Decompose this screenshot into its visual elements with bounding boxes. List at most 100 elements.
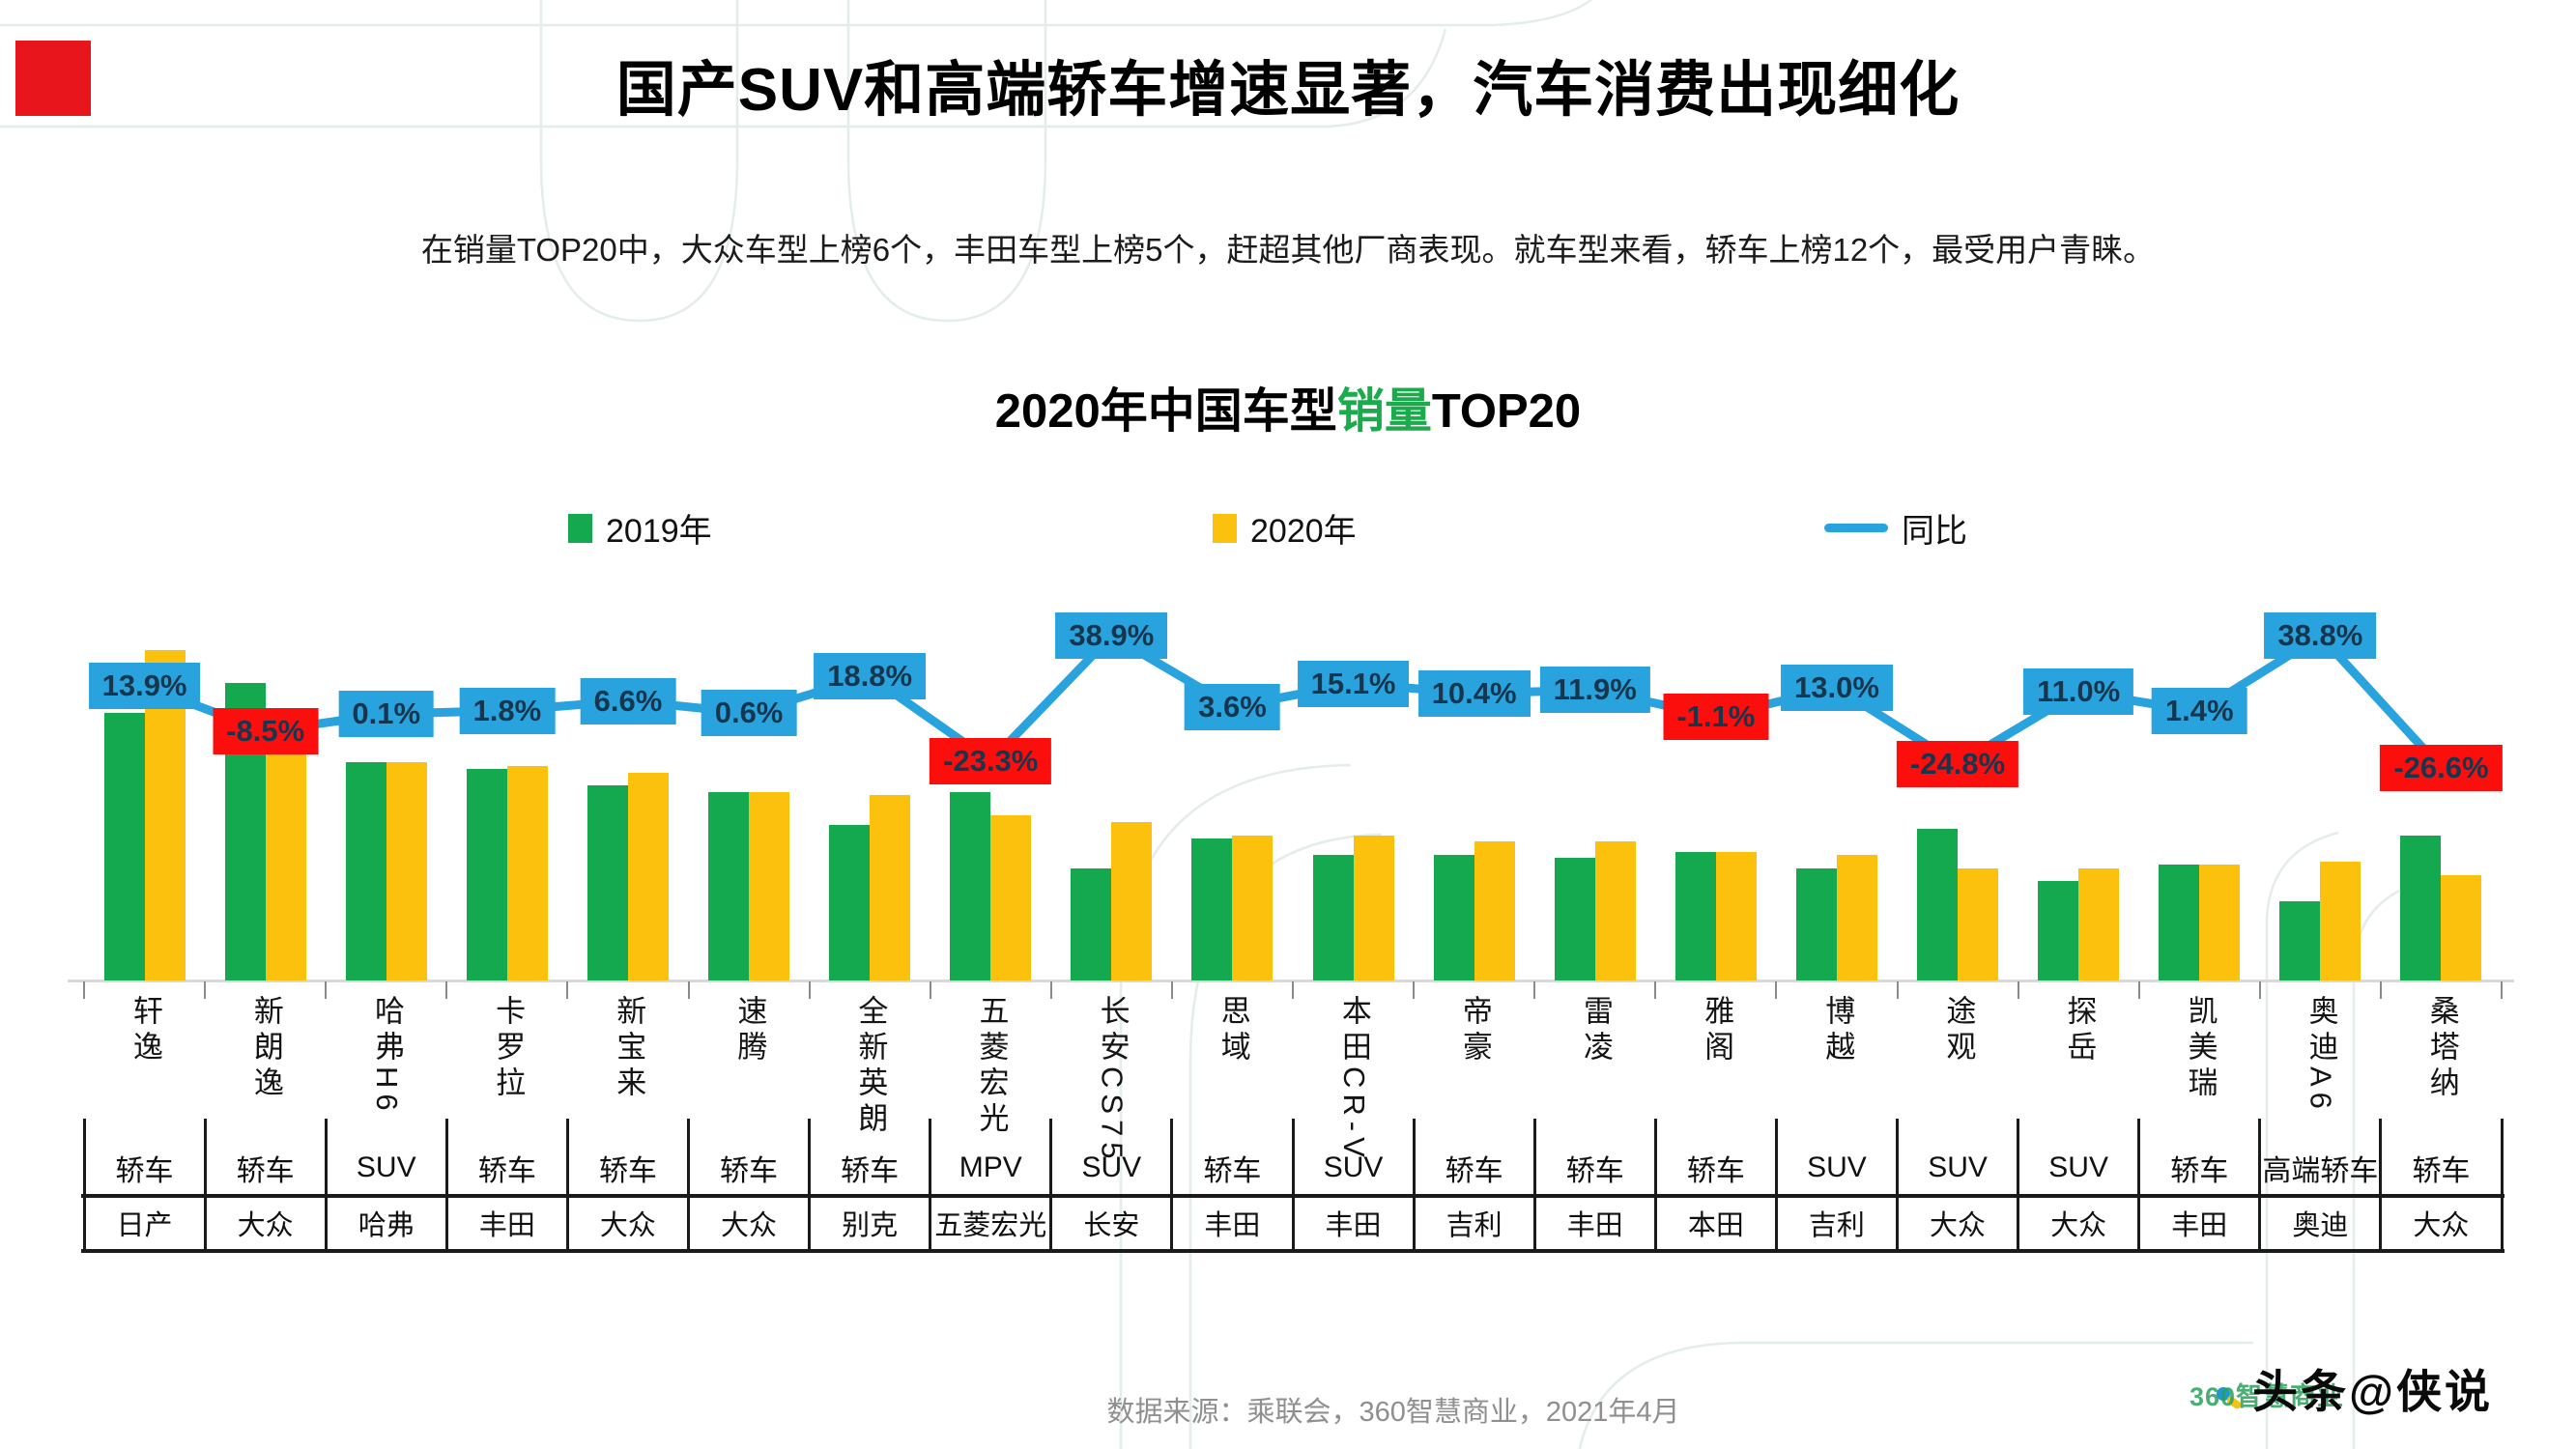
- type-cell-思域: 轿车: [1203, 1154, 1262, 1187]
- bar-2019-桑塔纳: [2400, 835, 2442, 980]
- yoy-label-全新英朗: 18.8%: [814, 653, 927, 699]
- bar-2019-速腾: [708, 792, 750, 980]
- x-axis-tick: [687, 981, 690, 999]
- table-vertical-border: [1412, 1119, 1416, 1250]
- chart-title-prefix: 2020年中国车型: [994, 385, 1337, 438]
- bar-2020-凯美瑞: [2199, 865, 2241, 980]
- type-cell-长安CS75: SUV: [1081, 1151, 1142, 1183]
- bar-2019-探岳: [2038, 881, 2079, 980]
- yoy-label-速腾: 0.6%: [701, 690, 797, 737]
- bar-2020-五菱宏光: [990, 815, 1032, 980]
- bar-2020-帝豪: [1474, 841, 1515, 980]
- bar-2020-途观: [1958, 867, 1999, 980]
- brand-cell-速腾: 大众: [721, 1209, 778, 1241]
- bar-2019-奥迪A6: [2279, 900, 2321, 980]
- category-label-速腾: 速腾: [732, 995, 767, 1066]
- table-vertical-border: [808, 1119, 812, 1250]
- type-cell-新朗逸: 轿车: [236, 1154, 295, 1187]
- category-label-探岳: 探岳: [2062, 995, 2097, 1066]
- yoy-label-探岳: 11.0%: [2023, 668, 2134, 716]
- category-label-雅阁: 雅阁: [1700, 995, 1734, 1066]
- legend-item-yoy: 同比: [1824, 504, 1967, 552]
- bar-2019-雷凌: [1554, 858, 1595, 980]
- brand-cell-新朗逸: 大众: [237, 1209, 294, 1241]
- brand-cell-雷凌: 丰田: [1566, 1209, 1623, 1241]
- table-vertical-border: [2379, 1119, 2383, 1250]
- brand-cell-帝豪: 吉利: [1445, 1209, 1503, 1241]
- type-cell-全新英朗: 轿车: [841, 1154, 900, 1187]
- bar-2020-雷凌: [1594, 841, 1636, 980]
- legend-item-2020: 2020年: [1213, 504, 1357, 552]
- x-axis-tick: [2258, 981, 2261, 999]
- x-axis-tick: [2501, 981, 2503, 999]
- bar-2019-帝豪: [1433, 855, 1474, 980]
- category-label-帝豪: 帝豪: [1457, 995, 1492, 1066]
- bar-2020-奥迪A6: [2320, 861, 2361, 980]
- type-cell-本田CR-V: SUV: [1323, 1151, 1384, 1183]
- x-axis-tick: [83, 981, 85, 999]
- type-cell-博越: SUV: [1807, 1151, 1867, 1183]
- bar-2019-卡罗拉: [466, 769, 507, 980]
- table-vertical-border: [2017, 1119, 2020, 1250]
- brand-cell-途观: 大众: [1930, 1209, 1987, 1241]
- bar-2020-哈弗H6: [386, 762, 427, 980]
- bar-2019-新宝来: [587, 785, 628, 980]
- brand-cell-博越: 吉利: [1808, 1209, 1865, 1241]
- bar-2020-探岳: [2078, 867, 2120, 980]
- x-axis-tick: [325, 981, 328, 999]
- yoy-label-本田CR-V: 15.1%: [1297, 660, 1410, 707]
- category-label-全新英朗: 全新英朗: [853, 995, 888, 1138]
- bar-2019-五菱宏光: [950, 792, 991, 980]
- type-cell-帝豪: 轿车: [1445, 1154, 1503, 1187]
- x-axis-tick: [1413, 981, 1416, 999]
- table-vertical-border: [687, 1119, 690, 1250]
- brand-cell-桑塔纳: 大众: [2413, 1209, 2470, 1241]
- category-label-奥迪A6: 奥迪A6: [2304, 995, 2338, 1115]
- chart-title-suffix: TOP20: [1431, 385, 1582, 438]
- bar-2019-长安CS75: [1071, 867, 1112, 980]
- brand-cell-卡罗拉: 丰田: [478, 1209, 535, 1241]
- category-label-博越: 博越: [1820, 995, 1855, 1066]
- table-vertical-border: [1049, 1119, 1053, 1250]
- type-cell-途观: SUV: [1928, 1151, 1988, 1183]
- category-label-新朗逸: 新朗逸: [248, 995, 283, 1102]
- bar-2019-哈弗H6: [345, 762, 386, 980]
- yoy-label-凯美瑞: 1.4%: [2151, 688, 2247, 735]
- x-axis-tick: [929, 981, 931, 999]
- bar-2019-轩逸: [103, 712, 145, 980]
- chart-title-highlight: 销量: [1336, 385, 1432, 438]
- bar-2020-雅阁: [1715, 851, 1757, 980]
- category-label-长安CS75: 长安CS75: [1095, 995, 1130, 1165]
- bar-2020-卡罗拉: [506, 765, 548, 980]
- yoy-label-奥迪A6: 38.8%: [2264, 612, 2377, 660]
- table-vertical-border: [2500, 1119, 2504, 1250]
- brand-cell-长安CS75: 长安: [1083, 1209, 1140, 1241]
- chart-title: 2020年中国车型销量TOP20: [0, 373, 2576, 441]
- bar-2019-雅阁: [1674, 851, 1716, 980]
- x-axis-tick: [1049, 981, 1052, 999]
- category-label-雷凌: 雷凌: [1579, 995, 1614, 1066]
- type-cell-雅阁: 轿车: [1686, 1154, 1745, 1187]
- x-axis-tick: [2379, 981, 2382, 999]
- x-axis-tick: [566, 981, 569, 999]
- table-vertical-border: [1653, 1119, 1657, 1250]
- type-cell-探岳: SUV: [2048, 1151, 2108, 1183]
- bar-2020-新朗逸: [265, 709, 306, 980]
- brand-cell-新宝来: 大众: [599, 1209, 656, 1241]
- bar-2020-博越: [1836, 855, 1877, 980]
- bar-2020-思域: [1232, 835, 1274, 980]
- bar-2019-全新英朗: [829, 825, 871, 980]
- brand-cell-雅阁: 本田: [1687, 1209, 1744, 1241]
- x-axis-tick: [204, 981, 207, 999]
- legend-label-2020: 2020年: [1250, 513, 1357, 550]
- type-cell-新宝来: 轿车: [598, 1154, 657, 1187]
- bar-2019-本田CR-V: [1312, 855, 1354, 980]
- table-vertical-border: [1774, 1119, 1778, 1250]
- table-vertical-border: [1532, 1119, 1536, 1250]
- legend-label-2019: 2019年: [606, 513, 712, 550]
- table-vertical-border: [1170, 1119, 1174, 1250]
- table-vertical-border: [324, 1119, 328, 1250]
- yoy-label-思域: 3.6%: [1185, 683, 1280, 730]
- category-label-哈弗H6: 哈弗H6: [370, 995, 405, 1117]
